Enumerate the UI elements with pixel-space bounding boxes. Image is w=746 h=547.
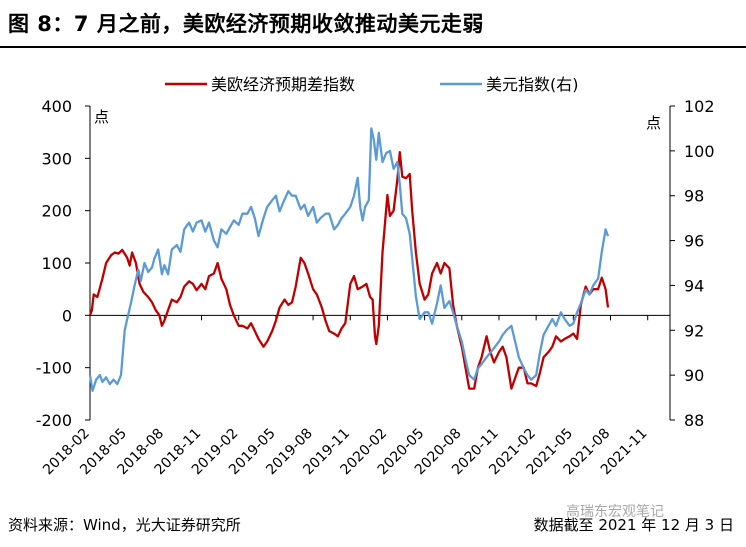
legend: 美欧经济预期差指数 美元指数(右) <box>165 75 579 94</box>
right-tick-label: 94 <box>684 276 704 295</box>
right-tick-label: 92 <box>684 321 704 340</box>
left-tick-label: -100 <box>36 359 72 378</box>
title-rule <box>0 46 746 48</box>
legend-label-expectation-gap: 美欧经济预期差指数 <box>211 75 355 94</box>
left-tick-label: 200 <box>41 202 72 221</box>
right-axis-unit: 点 <box>646 114 661 132</box>
series-line-expectation-gap <box>88 150 610 390</box>
left-axis-unit: 点 <box>94 108 109 126</box>
right-tick-label: 100 <box>684 142 715 161</box>
watermark: 高瑞东宏观笔记 <box>566 504 664 520</box>
right-tick-label: 90 <box>684 366 704 385</box>
plot-area <box>88 127 610 392</box>
left-tick-label: 300 <box>41 149 72 168</box>
axes: -200 -100 0 100 200 300 400 88 90 92 94 96 98 100 102 点… <box>36 97 715 478</box>
figure-title: 图 8：7 月之前，美欧经济预期收敛推动美元走弱 <box>8 12 484 36</box>
chart: 美欧经济预期差指数 美元指数(右) -200 -100 0 100 200 300 400 88… <box>36 75 715 478</box>
right-tick-label: 98 <box>684 187 704 206</box>
right-tick-label: 102 <box>684 97 715 116</box>
left-tick-label: 0 <box>62 306 72 325</box>
left-tick-label: 400 <box>41 97 72 116</box>
series-line-dollar-index <box>88 127 610 392</box>
right-tick-label: 96 <box>684 232 704 251</box>
data-cutoff-note: 数据截至 2021 年 12 月 3 日 <box>533 516 734 534</box>
source-note: 资料来源：Wind，光大证券研究所 <box>8 516 241 534</box>
left-tick-label: -200 <box>36 411 72 430</box>
left-tick-label: 100 <box>41 254 72 273</box>
right-tick-label: 88 <box>684 411 704 430</box>
legend-label-dollar-index: 美元指数(右) <box>486 75 579 94</box>
